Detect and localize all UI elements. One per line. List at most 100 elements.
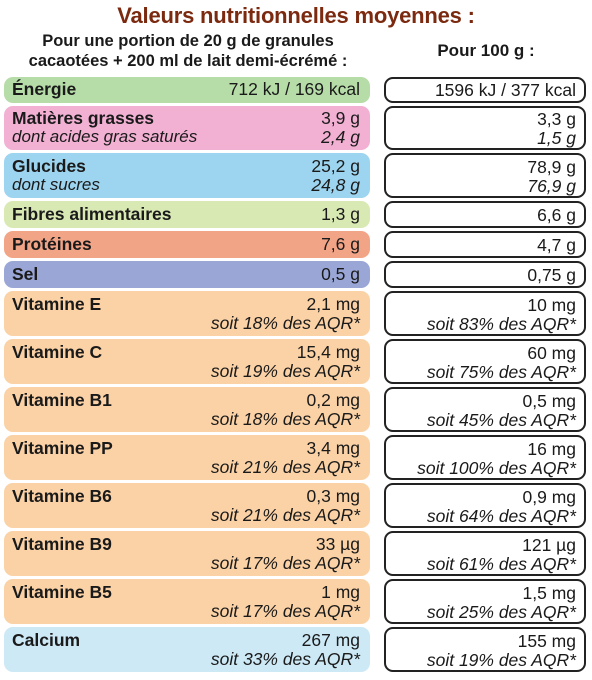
vit-b5-portion-cell: Vitamine B5 1 mg soit 17% des AQR* (4, 579, 370, 624)
sel-portion-value: 0,5 g (321, 264, 360, 284)
nutrition-title: Valeurs nutritionnelles moyennes : (117, 3, 475, 28)
glucides-label: Glucides (12, 156, 86, 176)
portion-header-line1: Pour une portion de 20 g de granules (42, 32, 334, 50)
vit-e-per100-value: 10 mg (527, 295, 576, 315)
graisses-portion-cell: Matières grasses 3,9 g dont acides gras … (4, 106, 370, 150)
fibres-per100-value: 6,6 g (537, 205, 576, 225)
vit-e-portion-cell: Vitamine E 2,1 mg soit 18% des AQR* (4, 291, 370, 336)
vit-c-portion-cell: Vitamine C 15,4 mg soit 19% des AQR* (4, 339, 370, 384)
row-vitamine-b6: Vitamine B6 0,3 mg soit 21% des AQR* 0,9… (0, 483, 592, 528)
glucides-portion-cell: Glucides 25,2 g dont sucres 24,8 g (4, 153, 370, 198)
energie-label: Énergie (12, 79, 77, 99)
vit-b9-portion-value: 33 µg (315, 534, 360, 554)
graisses-portion-value: 3,9 g (321, 108, 360, 128)
energie-portion-value: 712 kJ / 169 kcal (228, 79, 360, 99)
vit-b9-per100-cell: 121 µg soit 61% des AQR* (384, 531, 586, 576)
vit-b6-per100-aqr: soit 64% des AQR* (426, 506, 576, 526)
vit-c-per100-aqr: soit 75% des AQR* (426, 362, 576, 382)
vit-e-label: Vitamine E (12, 294, 102, 314)
calcium-portion-cell: Calcium 267 mg soit 33% des AQR* (4, 627, 370, 672)
per100-column-header: Pour 100 g : (437, 41, 535, 60)
vit-b1-portion-aqr: soit 18% des AQR* (210, 409, 360, 429)
vit-c-per100-cell: 60 mg soit 75% des AQR* (384, 339, 586, 384)
vit-b1-label: Vitamine B1 (12, 390, 112, 410)
row-sel: Sel 0,5 g 0,75 g (0, 261, 592, 288)
energie-per100-value: 1596 kJ / 377 kcal (434, 80, 576, 100)
vit-c-portion-value: 15,4 mg (296, 342, 360, 362)
vit-b6-per100-value: 0,9 mg (522, 487, 577, 507)
row-vitamine-e: Vitamine E 2,1 mg soit 18% des AQR* 10 m… (0, 291, 592, 336)
row-vitamine-b1: Vitamine B1 0,2 mg soit 18% des AQR* 0,5… (0, 387, 592, 432)
calcium-portion-aqr: soit 33% des AQR* (210, 649, 360, 669)
vit-b5-per100-cell: 1,5 mg soit 25% des AQR* (384, 579, 586, 624)
vit-e-per100-cell: 10 mg soit 83% des AQR* (384, 291, 586, 336)
vit-pp-portion-cell: Vitamine PP 3,4 mg soit 21% des AQR* (4, 435, 370, 480)
proteines-portion-cell: Protéines 7,6 g (4, 231, 370, 258)
vit-pp-portion-aqr: soit 21% des AQR* (210, 457, 360, 477)
sucres-portion-value: 24,8 g (311, 175, 360, 195)
row-vitamine-pp: Vitamine PP 3,4 mg soit 21% des AQR* 16 … (0, 435, 592, 480)
sucres-per100-value: 76,9 g (527, 176, 576, 196)
proteines-per100-cell: 4,7 g (384, 231, 586, 258)
vit-b5-per100-aqr: soit 25% des AQR* (426, 602, 576, 622)
portion-column-header: Pour une portion de 20 g de granules cac… (4, 31, 372, 71)
fibres-portion-cell: Fibres alimentaires 1,3 g (4, 201, 370, 228)
proteines-portion-value: 7,6 g (321, 234, 360, 254)
row-proteines: Protéines 7,6 g 4,7 g (0, 231, 592, 258)
row-vitamine-c: Vitamine C 15,4 mg soit 19% des AQR* 60 … (0, 339, 592, 384)
calcium-per100-aqr: soit 19% des AQR* (426, 650, 576, 670)
row-fibres: Fibres alimentaires 1,3 g 6,6 g (0, 201, 592, 228)
vit-b1-per100-value: 0,5 mg (522, 391, 577, 411)
vit-b5-label: Vitamine B5 (12, 582, 112, 602)
row-glucides: Glucides 25,2 g dont sucres 24,8 g 78,9 … (0, 153, 592, 198)
vit-pp-per100-cell: 16 mg soit 100% des AQR* (384, 435, 586, 480)
vit-b6-portion-aqr: soit 21% des AQR* (210, 505, 360, 525)
satures-portion-value: 2,4 g (321, 127, 360, 147)
vit-b1-per100-aqr: soit 45% des AQR* (426, 410, 576, 430)
vit-b9-per100-aqr: soit 61% des AQR* (426, 554, 576, 574)
row-vitamine-b5: Vitamine B5 1 mg soit 17% des AQR* 1,5 m… (0, 579, 592, 624)
row-vitamine-b9: Vitamine B9 33 µg soit 17% des AQR* 121 … (0, 531, 592, 576)
vit-b9-label: Vitamine B9 (12, 534, 112, 554)
row-calcium: Calcium 267 mg soit 33% des AQR* 155 mg … (0, 627, 592, 672)
graisses-label: Matières grasses (12, 108, 155, 128)
row-matieres-grasses: Matières grasses 3,9 g dont acides gras … (0, 106, 592, 150)
sel-per100-value: 0,75 g (527, 265, 576, 285)
sel-label: Sel (12, 264, 39, 284)
sel-portion-cell: Sel 0,5 g (4, 261, 370, 288)
sucres-label: dont sucres (12, 175, 100, 194)
proteines-label: Protéines (12, 234, 92, 254)
vit-e-portion-value: 2,1 mg (306, 294, 361, 314)
energie-portion-cell: Énergie 712 kJ / 169 kcal (4, 77, 370, 103)
vit-pp-portion-value: 3,4 mg (306, 438, 361, 458)
vit-b9-portion-aqr: soit 17% des AQR* (210, 553, 360, 573)
vit-b1-portion-value: 0,2 mg (306, 390, 361, 410)
vit-b1-portion-cell: Vitamine B1 0,2 mg soit 18% des AQR* (4, 387, 370, 432)
glucides-per100-value: 78,9 g (527, 157, 576, 177)
vit-b6-portion-value: 0,3 mg (306, 486, 361, 506)
fibres-per100-cell: 6,6 g (384, 201, 586, 228)
vit-c-label: Vitamine C (12, 342, 103, 362)
graisses-per100-value: 3,3 g (537, 109, 576, 129)
vit-b5-portion-value: 1 mg (321, 582, 360, 602)
calcium-per100-cell: 155 mg soit 19% des AQR* (384, 627, 586, 672)
vit-b9-per100-value: 121 µg (522, 535, 576, 555)
calcium-portion-value: 267 mg (301, 630, 360, 650)
graisses-per100-cell: 3,3 g 1,5 g (384, 106, 586, 150)
vit-b9-portion-cell: Vitamine B9 33 µg soit 17% des AQR* (4, 531, 370, 576)
vit-c-per100-value: 60 mg (527, 343, 576, 363)
vit-b6-per100-cell: 0,9 mg soit 64% des AQR* (384, 483, 586, 528)
calcium-label: Calcium (12, 630, 81, 650)
vit-b6-label: Vitamine B6 (12, 486, 112, 506)
row-energie: Énergie 712 kJ / 169 kcal 1596 kJ / 377 … (0, 77, 592, 103)
glucides-portion-value: 25,2 g (311, 156, 360, 176)
satures-label: dont acides gras saturés (12, 127, 198, 146)
vit-b6-portion-cell: Vitamine B6 0,3 mg soit 21% des AQR* (4, 483, 370, 528)
sel-per100-cell: 0,75 g (384, 261, 586, 288)
fibres-portion-value: 1,3 g (321, 204, 360, 224)
vit-pp-label: Vitamine PP (12, 438, 113, 458)
vit-e-per100-aqr: soit 83% des AQR* (426, 314, 576, 334)
proteines-per100-value: 4,7 g (537, 235, 576, 255)
energie-per100-cell: 1596 kJ / 377 kcal (384, 77, 586, 103)
vit-b5-per100-value: 1,5 mg (522, 583, 577, 603)
